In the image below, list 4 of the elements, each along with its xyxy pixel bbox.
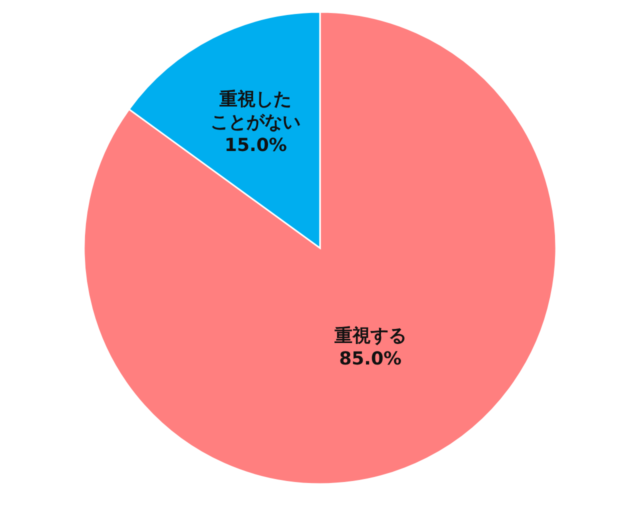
data-label: 15.0% [224,134,287,156]
slice-label: 重視したことがない [210,88,301,133]
data-label: 85.0% [339,348,402,370]
slice-label: 重視する [333,325,406,346]
